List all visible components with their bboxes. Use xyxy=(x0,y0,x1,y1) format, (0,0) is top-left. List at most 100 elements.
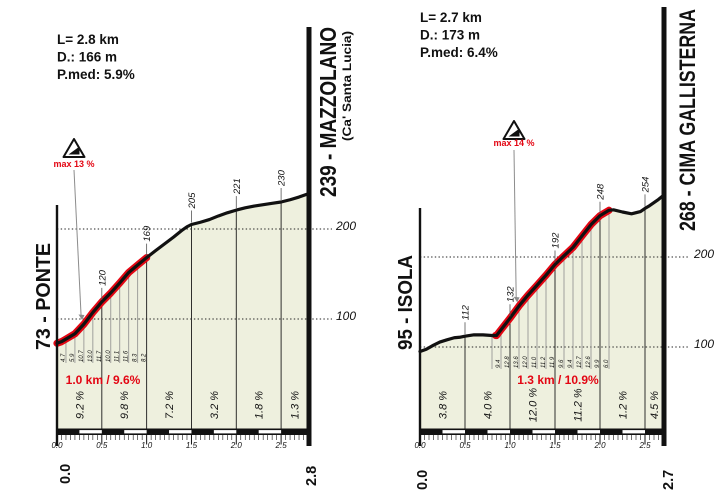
gradient-100m-label: 12.6 xyxy=(586,356,592,368)
climb-summary-label: 1.0 km / 9.6% xyxy=(66,373,141,387)
x-tick-label: 1.5 xyxy=(186,441,198,450)
max-gradient-triangle-inner xyxy=(68,146,80,155)
x-axis-bar-segment xyxy=(532,430,555,434)
x-tick-label: 1.0 xyxy=(141,441,153,450)
elevation-callout-label: 205 xyxy=(187,192,198,210)
x-axis-bar-segment xyxy=(622,430,645,434)
axis-start-km-label: 0.0 xyxy=(58,464,74,484)
climb-summary-label: 1.3 km / 10.9% xyxy=(517,373,599,387)
elevation-callout-label: 192 xyxy=(551,232,562,249)
gradient-cell-label: 3.2 % xyxy=(209,391,221,419)
max-gradient-leader-line xyxy=(73,169,82,317)
max-gradient-arrowhead xyxy=(78,314,85,321)
gradient-100m-label: 9.4 xyxy=(496,359,502,368)
climb-length-label: L= 2.8 km xyxy=(57,32,119,47)
x-tick-label: 1.0 xyxy=(504,441,516,450)
x-axis-bar-segment xyxy=(213,430,237,434)
elevation-callout-label: 248 xyxy=(596,183,607,201)
gridline-label-200: 200 xyxy=(693,247,714,261)
gradient-100m-label: 13.0 xyxy=(88,350,94,362)
profile-line xyxy=(55,192,310,345)
gradient-100m-label: 10.0 xyxy=(106,350,112,362)
gradient-100m-label: 9.9 xyxy=(595,359,601,368)
gradient-100m-label: 11.1 xyxy=(115,351,121,362)
x-tick-label: 2.0 xyxy=(593,441,606,450)
gradient-100m-label: 4.7 xyxy=(61,353,67,362)
gradient-100m-label: 11.9 xyxy=(550,356,556,368)
gradient-cell-label: 1.3 % xyxy=(290,391,302,419)
gradient-cell-label: 9.8 % xyxy=(119,391,131,419)
gradient-100m-label: 9.6 xyxy=(559,359,565,368)
max-gradient-triangle-inner xyxy=(508,128,520,137)
gradient-cell-label: 9.2 % xyxy=(74,391,86,419)
gradient-100m-label: 8.2 xyxy=(142,353,148,362)
gradient-cell-label: 4.5 % xyxy=(649,391,661,419)
climb-avg-label: P.med: 5.9% xyxy=(57,67,135,82)
x-tick-label: 0.5 xyxy=(459,441,471,450)
axis-end-km-label: 2.7 xyxy=(661,470,677,490)
gradient-100m-label: 12.8 xyxy=(505,356,511,368)
elevation-callout-label: 132 xyxy=(506,286,517,303)
x-tick-label: 0.5 xyxy=(96,441,108,450)
gradient-cell-label: 12.0 % xyxy=(528,388,540,422)
max-gradient-label: max 14 % xyxy=(493,138,534,148)
climb-avg-label: P.med: 6.4% xyxy=(420,45,498,60)
x-tick-label: 1.5 xyxy=(549,441,561,450)
gradient-100m-label: 8.3 xyxy=(133,353,139,362)
gridline-label-100: 100 xyxy=(694,337,714,351)
x-tick-label: 2.5 xyxy=(638,441,651,450)
climb-gain-label: D.: 166 m xyxy=(57,50,117,65)
end-location-sublabel: (Ca' Santa Lucia) xyxy=(340,31,354,141)
gradient-100m-label: 9.4 xyxy=(568,359,574,368)
gradient-100m-label: 12.0 xyxy=(523,356,529,368)
gradient-100m-label: 13.6 xyxy=(514,356,520,368)
profile-area xyxy=(57,193,308,429)
gradient-100m-label: 11.6 xyxy=(124,350,130,362)
max-gradient-label: max 13 % xyxy=(53,159,94,169)
elevation-callout-label: 112 xyxy=(461,304,472,320)
gradient-cell-label: 1.8 % xyxy=(254,391,266,419)
gradient-100m-label: 10.7 xyxy=(79,350,85,362)
gridline-label-100: 100 xyxy=(336,309,356,323)
end-location-label: 268 - CIMA GALLISTERNA xyxy=(675,9,700,231)
start-location-label: 73 - PONTE xyxy=(33,243,55,350)
climb-length-label: L= 2.7 km xyxy=(420,10,482,25)
gradient-cell-label: 11.2 % xyxy=(573,388,585,422)
gridline-label-200: 200 xyxy=(335,219,356,233)
x-tick-label: 2.5 xyxy=(275,441,288,450)
gradient-cell-label: 3.8 % xyxy=(438,391,450,419)
elevation-callout-label: 221 xyxy=(232,178,243,195)
max-gradient-arrowhead xyxy=(513,296,520,303)
axis-end-km-label: 2.8 xyxy=(304,466,320,486)
gradient-100m-label: 12.7 xyxy=(577,356,583,368)
gradient-cell-label: 4.0 % xyxy=(483,391,495,419)
profile-line xyxy=(418,194,665,354)
gradient-cell-label: 7.2 % xyxy=(164,391,176,419)
gradient-cell-label: 1.2 % xyxy=(618,391,630,419)
x-axis-bar-segment xyxy=(487,430,510,434)
gradient-100m-label: 11.0 xyxy=(532,356,538,368)
gradient-100m-label: 6.0 xyxy=(604,359,610,368)
elevation-callout-label: 254 xyxy=(641,177,652,194)
x-axis-bar-segment xyxy=(124,430,147,434)
start-location-label: 95 - ISOLA xyxy=(395,255,417,350)
x-axis-bar-segment xyxy=(442,430,465,434)
profile-area xyxy=(420,195,663,429)
gradient-100m-label: 11.2 xyxy=(541,356,547,368)
x-tick-label: 2.0 xyxy=(230,441,243,450)
x-axis-bar-segment xyxy=(79,430,102,434)
gradient-100m-label: 5.9 xyxy=(70,353,76,362)
end-location-label: 239 - MAZZOLANO xyxy=(315,27,341,197)
gradient-100m-label: 11.7 xyxy=(97,350,103,362)
max-gradient-leader-line xyxy=(513,149,517,299)
axis-start-km-label: 0.0 xyxy=(415,470,431,490)
elevation-callout-label: 230 xyxy=(277,169,288,187)
x-axis-bar-segment xyxy=(577,430,600,434)
x-axis-bar-segment xyxy=(169,430,192,434)
